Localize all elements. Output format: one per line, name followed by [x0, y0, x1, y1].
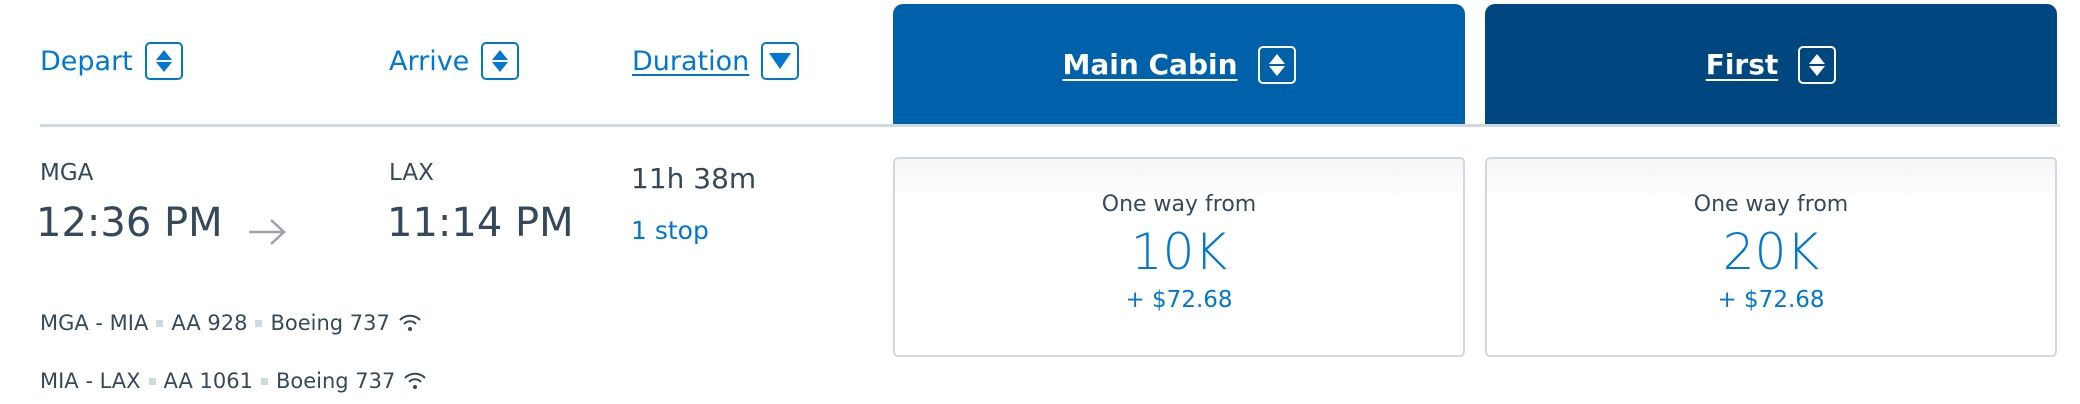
depart-time: 12:36 PM — [36, 200, 223, 246]
origin-code: MGA — [40, 160, 94, 186]
separator — [255, 319, 263, 327]
separator — [148, 377, 156, 385]
sort-depart[interactable]: Depart — [40, 40, 183, 82]
fare-label: One way from — [1101, 192, 1257, 217]
sort-both-icon — [144, 42, 183, 80]
fare-main-cabin[interactable]: One way from 10K + $72.68 — [893, 157, 1465, 357]
segment-flight-number[interactable]: AA 1061 — [163, 369, 253, 393]
stops-link[interactable]: 1 stop — [631, 216, 709, 245]
sort-down-icon — [761, 42, 800, 80]
segment-flight-number[interactable]: AA 928 — [171, 311, 248, 335]
segment-2: MIA - LAX AA 1061 Boeing 737 — [40, 369, 427, 393]
segment-aircraft[interactable]: Boeing 737 — [275, 369, 396, 393]
sort-both-icon — [1798, 45, 1837, 84]
depart-header-label: Depart — [40, 45, 133, 77]
segment-1: MGA - MIA AA 928 Boeing 737 — [40, 311, 422, 335]
main-cabin-header-label: Main Cabin — [1062, 48, 1238, 81]
segment-route: MIA - LAX — [40, 369, 141, 393]
segment-aircraft[interactable]: Boeing 737 — [270, 311, 390, 335]
arrow-right-icon — [249, 219, 286, 245]
first-header-label: First — [1705, 48, 1779, 81]
sort-duration[interactable]: Duration — [632, 40, 800, 82]
destination-code: LAX — [389, 160, 434, 186]
arrive-time: 11:14 PM — [387, 200, 574, 246]
arrive-header-label: Arrive — [389, 45, 470, 77]
duration-value: 11h 38m — [631, 162, 757, 195]
wifi-icon — [399, 314, 421, 331]
header-divider — [40, 124, 2060, 127]
fare-fee: + $72.68 — [1125, 287, 1233, 313]
fare-miles: 10K — [1130, 223, 1228, 281]
fare-first[interactable]: One way from 20K + $72.68 — [1485, 157, 2057, 357]
sort-main-cabin[interactable]: Main Cabin — [893, 4, 1465, 125]
duration-header-label: Duration — [632, 45, 750, 77]
separator — [260, 377, 268, 385]
fare-fee: + $72.68 — [1717, 287, 1825, 313]
sort-first[interactable]: First — [1485, 4, 2057, 125]
fare-label: One way from — [1693, 192, 1849, 217]
segment-route: MGA - MIA — [40, 311, 149, 335]
separator — [156, 319, 164, 327]
fare-miles: 20K — [1722, 223, 1820, 281]
sort-arrive[interactable]: Arrive — [389, 40, 520, 82]
sort-both-icon — [481, 42, 520, 80]
sort-both-icon — [1257, 45, 1296, 84]
wifi-icon — [404, 372, 427, 389]
